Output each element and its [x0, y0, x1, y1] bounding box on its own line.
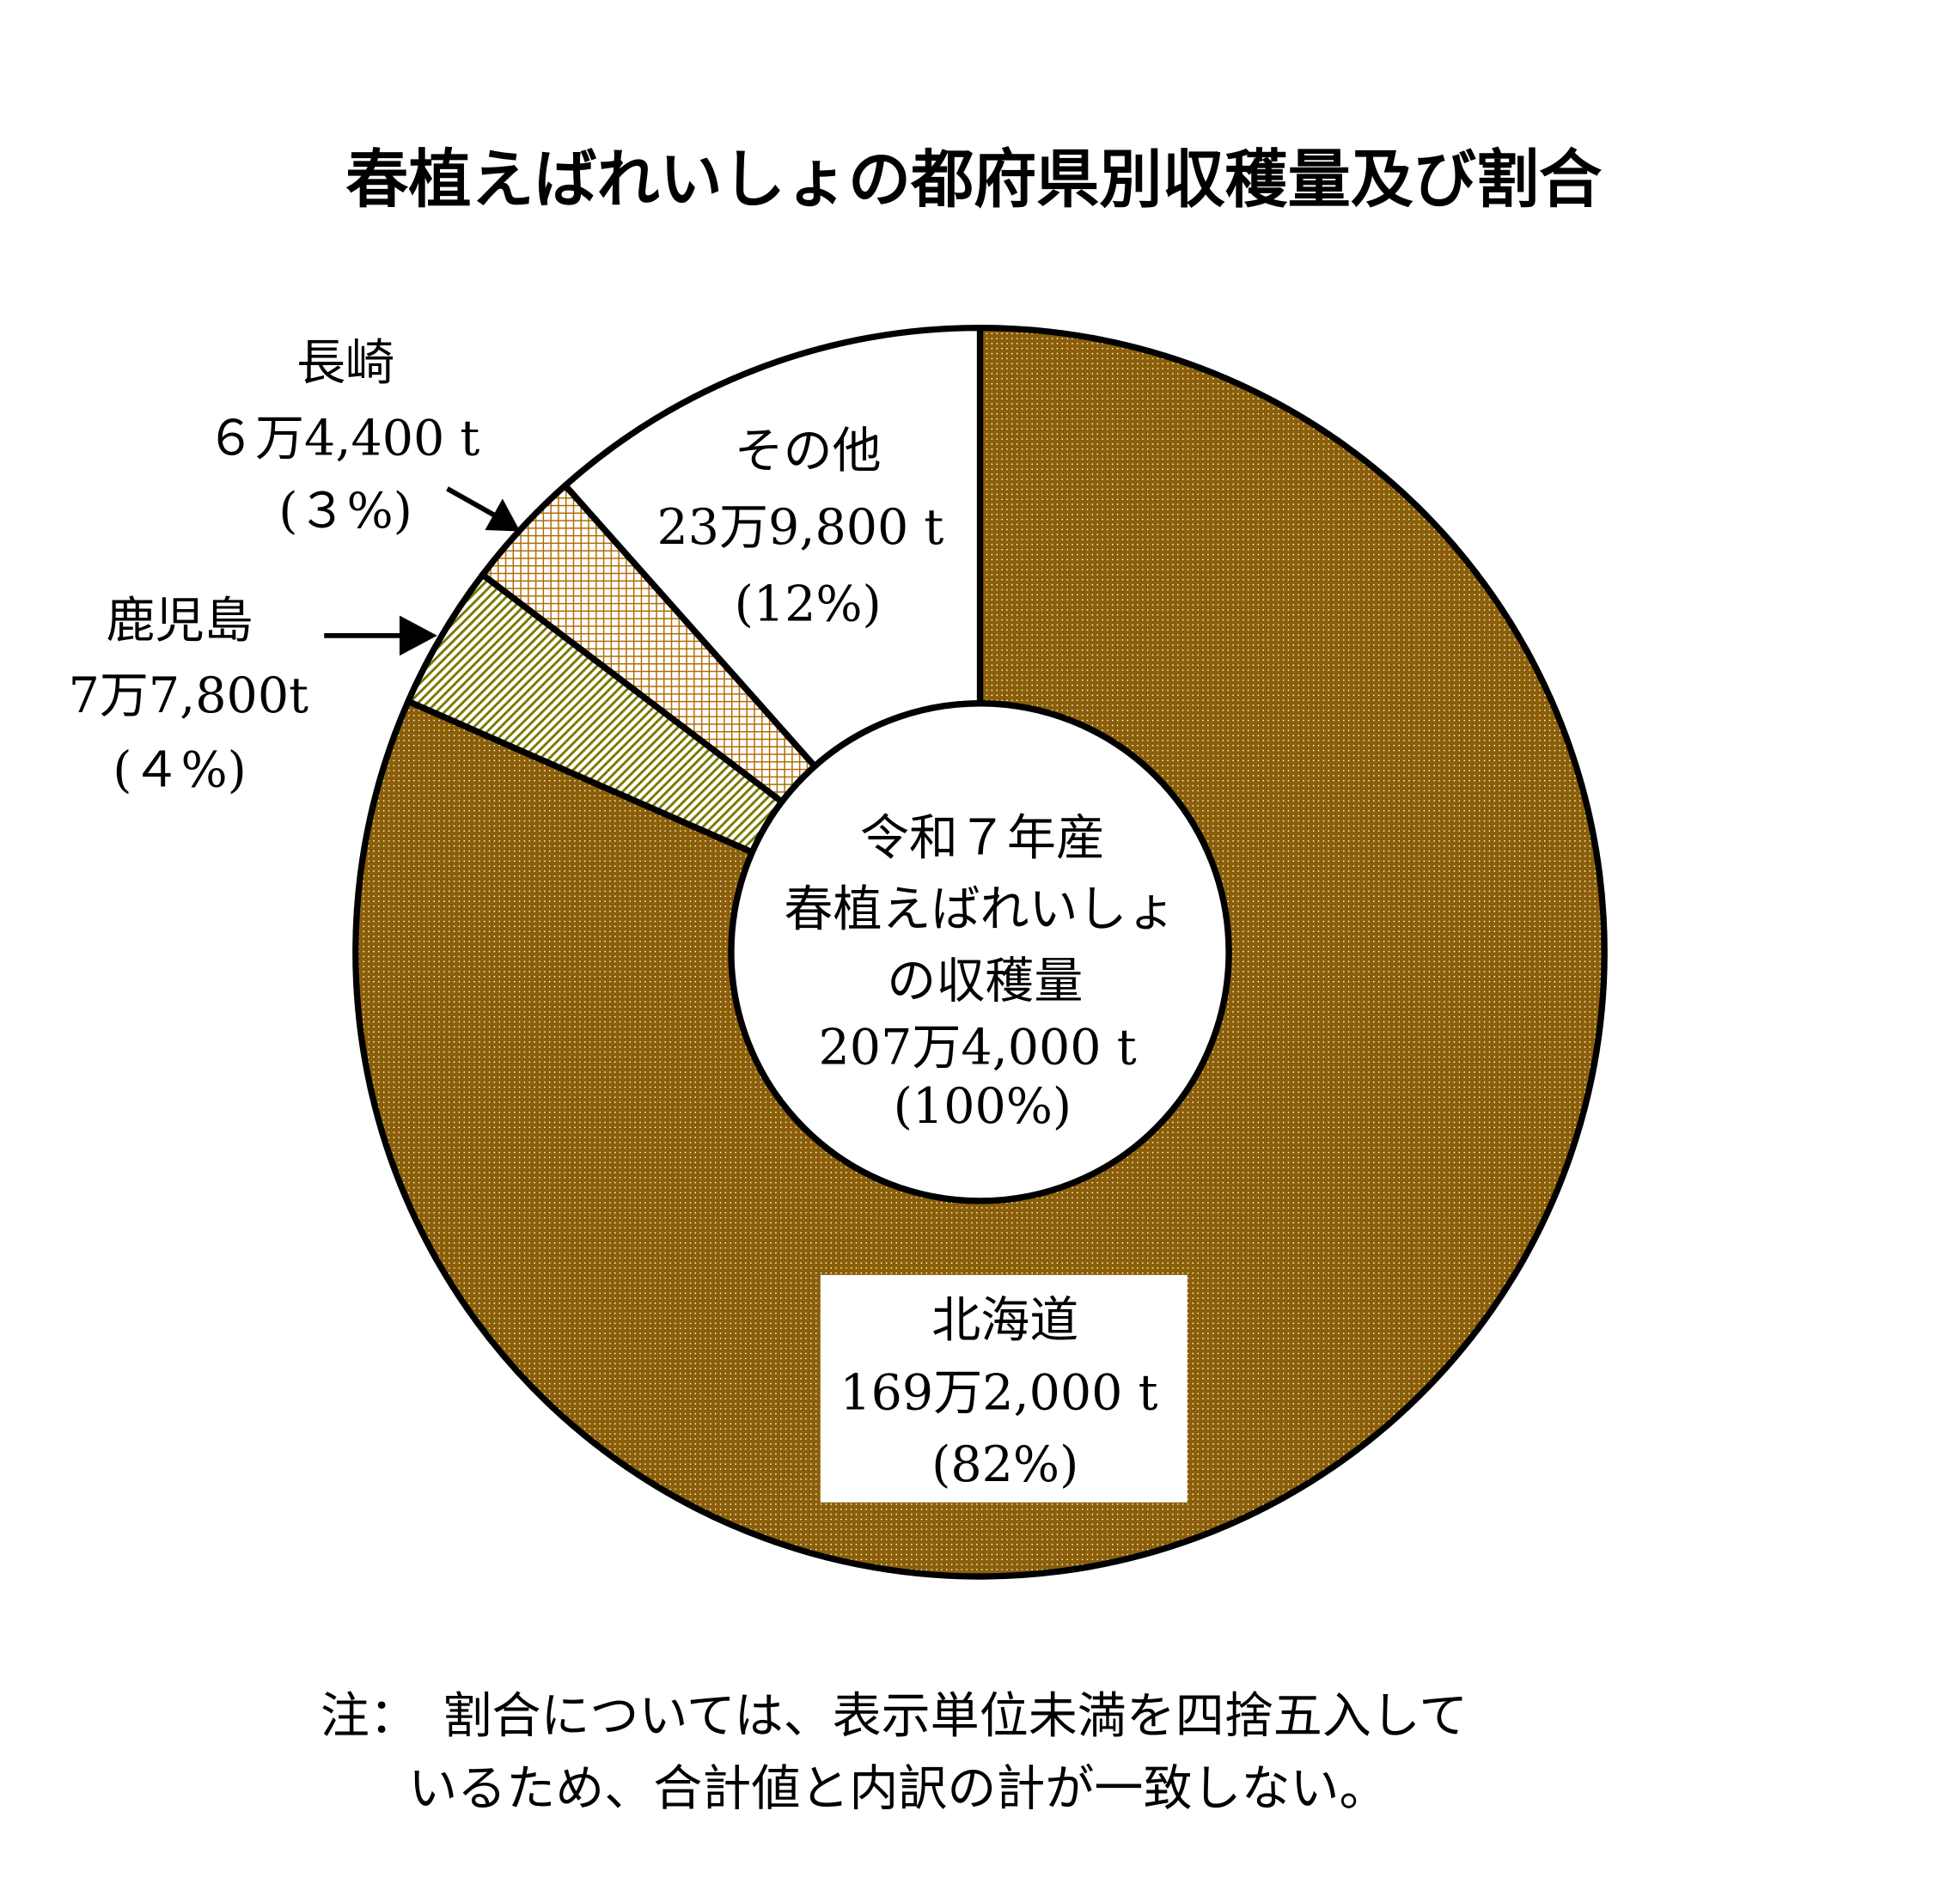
center-line-4: 207万4,000 t — [819, 1019, 1137, 1076]
label-nagasaki-percent: (３%) — [278, 483, 412, 540]
label-hokkaido-value: 169万2,000 t — [840, 1365, 1157, 1422]
footnote-line-1: 注： 割合については、表示単位未満を四捨五入して — [321, 1687, 1468, 1744]
center-line-2: 春植えばれいしょ — [784, 881, 1175, 938]
label-other-value: 23万9,800 t — [656, 499, 943, 556]
center-line-5: (100%) — [894, 1078, 1072, 1135]
donut-hole — [728, 700, 1232, 1204]
donut-slices — [352, 324, 1608, 1580]
hokkaido-label-box — [820, 1275, 1188, 1503]
arrow-nagasaki — [446, 486, 521, 532]
label-hokkaido-name: 北海道 — [931, 1292, 1078, 1349]
center-line-1: 令和７年産 — [860, 809, 1105, 866]
label-nagasaki-value: ６万4,400 t — [206, 410, 479, 466]
arrow-kagoshima — [324, 615, 437, 656]
chart-title: 春植えばれいしょの都府県別収穫量及び割合 — [345, 143, 1602, 216]
center-line-3: の収穫量 — [887, 953, 1083, 1009]
label-hokkaido-percent: (82%) — [931, 1436, 1078, 1493]
label-kagoshima-name: 鹿児島 — [107, 592, 253, 649]
label-kagoshima-value: 7万7,800t — [69, 668, 309, 724]
label-nagasaki-name: 長崎 — [296, 335, 394, 392]
footnote-line-2: いるため、合計値と内訳の計が一致しない。 — [408, 1760, 1388, 1817]
label-other-percent: (12%) — [735, 576, 882, 632]
label-other-name: その他 — [735, 423, 882, 479]
label-kagoshima-percent: (４%) — [113, 741, 247, 798]
